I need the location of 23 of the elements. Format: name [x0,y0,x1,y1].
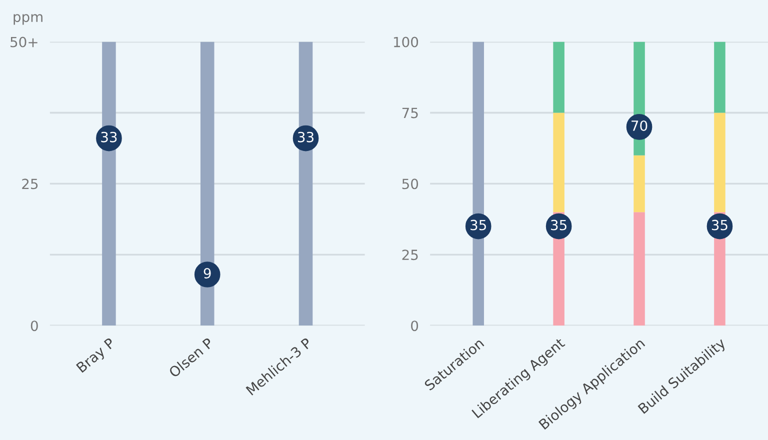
y-tick-label: 50 [402,178,418,190]
data-label: 35 [551,220,566,230]
y-tick-label: 75 [402,108,418,118]
data-label: 35 [470,220,486,230]
data-label: 33 [101,132,117,142]
bar [553,112,564,212]
y-tick-label: 0 [30,320,38,332]
data-label: 35 [712,220,728,230]
bar [714,112,726,212]
data-label: 33 [298,132,314,142]
y-tick-label: 100 [394,36,418,48]
y-axis-title: ppm [14,14,42,25]
bar [634,155,645,212]
y-tick-label: 0 [411,320,418,332]
y-tick-label: 25 [402,250,418,260]
bar [714,42,726,113]
y-tick-label: 25 [22,178,38,190]
bar [553,42,564,113]
bar [634,212,645,326]
data-label: 70 [632,120,648,131]
y-tick-label: 50+ [10,36,38,48]
data-label: 9 [204,268,211,279]
bar [472,42,484,326]
